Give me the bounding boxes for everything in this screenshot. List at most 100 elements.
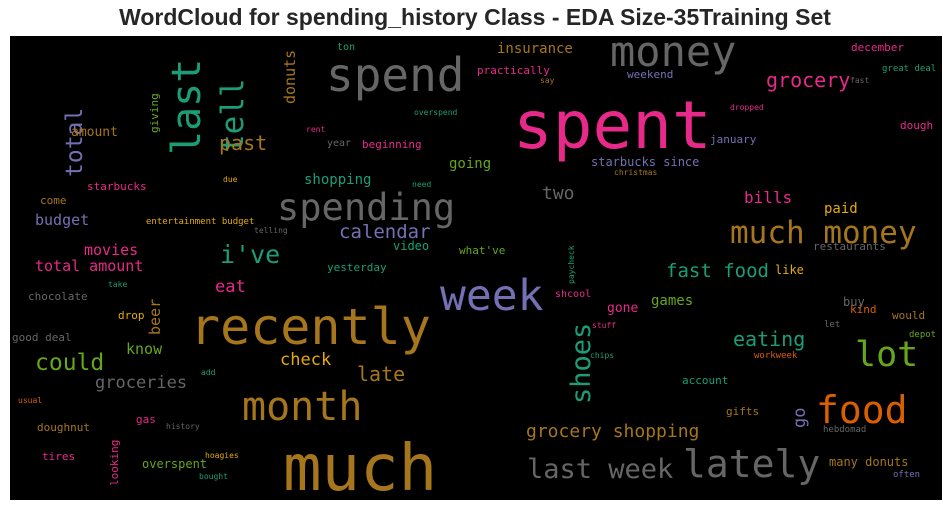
word-starbucks: starbucks — [87, 180, 147, 193]
word-paid: paid — [824, 201, 858, 217]
word-week: week — [440, 271, 544, 321]
word-check: check — [280, 350, 331, 370]
word-practically: practically — [477, 64, 550, 77]
word-hoagies: hoagies — [205, 451, 239, 460]
word-beginning: beginning — [362, 138, 422, 151]
chart-title: WordCloud for spending_history Class - E… — [119, 4, 831, 30]
word-spent: spent — [513, 87, 712, 164]
word-kind: kind — [850, 303, 877, 316]
word-overspend: overspend — [414, 108, 458, 117]
word-much: much — [283, 432, 437, 500]
word-calendar: calendar — [339, 221, 431, 243]
word-december: december — [851, 41, 904, 54]
word-entertainment-budget: entertainment budget — [146, 217, 254, 227]
word-fast: fast — [850, 76, 869, 85]
word-month: month — [242, 384, 362, 430]
word-go: go — [790, 408, 810, 428]
word-tires: tires — [42, 450, 75, 463]
word-account: account — [682, 374, 728, 387]
word-past: past — [219, 131, 267, 155]
word-going: going — [449, 156, 491, 172]
word-much-money: much money — [730, 215, 917, 251]
word-january: january — [710, 133, 757, 146]
word-video: video — [393, 239, 429, 253]
word-shcool: shcool — [555, 289, 591, 300]
word-budget: budget — [35, 211, 89, 229]
word-dropped: dropped — [730, 103, 764, 112]
word-shoes: shoes — [566, 323, 597, 404]
word-tell: tell — [215, 78, 251, 153]
word-gifts: gifts — [726, 405, 759, 418]
word-need: need — [412, 180, 431, 189]
word-grocery-shopping: grocery shopping — [526, 421, 699, 442]
word-history: history — [166, 422, 200, 431]
word-giving: giving — [148, 93, 161, 133]
word-spend: spend — [326, 48, 464, 102]
word-workweek: workweek — [754, 351, 798, 361]
word-great-deal: great deal — [882, 64, 936, 74]
word-lot: lot — [855, 335, 918, 375]
word-fast-food: fast food — [666, 260, 769, 282]
word-christmas: christmas — [614, 168, 658, 177]
word-last: last — [164, 59, 210, 155]
word-stuff: stuff — [592, 321, 616, 330]
word-year: year — [327, 138, 351, 149]
word-amount: amount — [71, 125, 118, 140]
word-drop: drop — [118, 309, 145, 322]
word-bills: bills — [744, 188, 792, 207]
word-gas: gas — [136, 413, 156, 426]
word-overspent: overspent — [142, 457, 207, 471]
word-donuts: donuts — [281, 50, 299, 104]
word-looking: looking — [108, 440, 121, 486]
word-many-donuts: many donuts — [829, 455, 908, 469]
word-telling: telling — [254, 226, 288, 235]
word-depot: depot — [909, 330, 936, 340]
word-insurance: insurance — [497, 41, 573, 57]
word-total-amount: total amount — [35, 257, 143, 275]
word-shopping: shopping — [304, 172, 371, 188]
word-eating: eating — [733, 327, 805, 351]
word-movies: movies — [84, 241, 138, 259]
word-bought: bought — [199, 472, 228, 481]
word-gone: gone — [607, 301, 638, 316]
word-total: total — [62, 108, 88, 177]
word-due: due — [223, 175, 238, 184]
word-eat: eat — [215, 277, 246, 297]
word-often: often — [893, 470, 920, 480]
word-good-deal: good deal — [12, 331, 72, 344]
word-grocery: grocery — [766, 68, 850, 92]
word-dough: dough — [900, 119, 933, 132]
word-say: say — [540, 76, 555, 85]
wordcloud-svg: spent much recently spend week money last month… — [12, 36, 936, 500]
word-yesterday: yesterday — [327, 261, 387, 274]
word-ton: ton — [337, 42, 355, 53]
word-spending: spending — [277, 186, 455, 229]
word-let: let — [824, 320, 840, 330]
word-beer: beer — [146, 299, 164, 335]
word-recently: recently — [190, 298, 431, 356]
word-know: know — [126, 340, 163, 358]
word-weekend: weekend — [627, 68, 673, 81]
word-chocolate: chocolate — [28, 290, 88, 303]
word-games: games — [651, 293, 693, 309]
word-add: add — [201, 368, 216, 377]
word-money: money — [610, 36, 736, 76]
word-like: like — [775, 263, 804, 277]
word-buy: buy — [843, 295, 865, 309]
word-take: take — [108, 280, 127, 289]
word-i-ve: i've — [220, 240, 280, 269]
word-usual: usual — [18, 396, 42, 405]
word-hebdomad: hebdomad — [823, 425, 866, 435]
word-late: late — [357, 362, 405, 386]
word-lately: lately — [683, 442, 820, 486]
word-rent: rent — [306, 125, 325, 134]
word-chips: chips — [590, 351, 614, 360]
word-groceries: groceries — [95, 373, 187, 393]
word-starbucks-since: starbucks since — [591, 155, 699, 169]
word-last-week: last week — [527, 454, 673, 485]
word-come: come — [40, 194, 67, 207]
word-could: could — [35, 350, 104, 376]
word-paycheck: paycheck — [567, 245, 576, 284]
word-what-ve: what've — [459, 244, 505, 257]
wordcloud-panel: spent much recently spend week money last month… — [10, 36, 942, 500]
